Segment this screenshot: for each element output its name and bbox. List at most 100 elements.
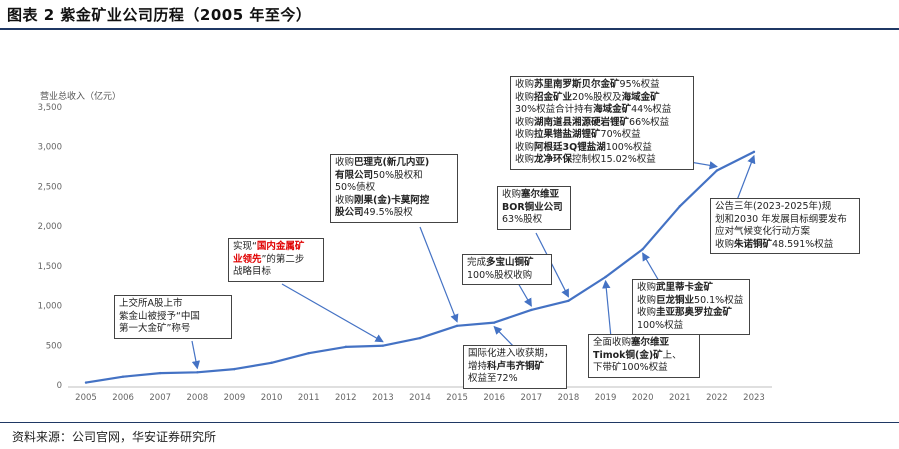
annotation-line: 股公司49.5%股权 — [335, 207, 453, 220]
annotation-text: 收购 — [515, 116, 535, 128]
annotation-line: 公告三年(2023-2025年)规 — [715, 201, 855, 214]
annotation-2013: 实现“国内金属矿 业领先”的第二步 战略目标 — [228, 238, 324, 282]
data-point — [270, 361, 273, 364]
data-point — [344, 345, 347, 349]
annotation-text: 紫金山被授予“中国 — [119, 310, 200, 322]
annotation-line: 权益至72% — [468, 373, 562, 386]
x-tick-label: 2015 — [446, 393, 468, 403]
annotation-line: 收购朱诺铜矿48.591%权益 — [715, 239, 855, 252]
annotation-line: 50%债权 — [335, 182, 453, 195]
annotation-text: 收购 — [715, 238, 735, 250]
annotation-text: 招金矿业 — [534, 91, 573, 103]
x-tick-label: 2023 — [743, 393, 765, 403]
annotation-text: 收购 — [502, 189, 522, 200]
title-rule — [0, 28, 899, 30]
annotation-text: 收购 — [637, 294, 657, 306]
annotation-line: 收购苏里南罗斯贝尔金矿95%权益 — [515, 79, 689, 92]
annotation-leader — [281, 283, 384, 343]
x-tick-label: 2007 — [149, 393, 171, 403]
annotation-line: 应对气候变化行动方案 — [715, 226, 855, 239]
annotation-text: 海域金矿 — [621, 91, 660, 103]
annotation-text: 50%股权和 — [373, 169, 423, 181]
annotation-text: 上交所A股上市 — [119, 298, 183, 309]
annotation-line: 收购阿根廷3Q锂盐湖100%权益 — [515, 142, 689, 155]
data-point — [381, 344, 385, 347]
y-tick-label: 0 — [57, 381, 62, 391]
annotation-text: 49.5%股权 — [363, 207, 413, 218]
annotation-line: 紫金山被授予“中国 — [119, 311, 227, 324]
annotation-text: 上、 — [662, 349, 682, 361]
data-point — [84, 381, 88, 384]
x-tick-label: 2010 — [261, 393, 283, 403]
annotation-leader — [191, 340, 201, 370]
data-point — [752, 150, 756, 154]
annotation-text: 收购 — [335, 157, 355, 168]
annotation-text: 巴理克(新几内亚) — [354, 157, 430, 168]
annotation-line: 收购拉果错盐湖锂矿70%权益 — [515, 129, 689, 142]
annotation-line: 收购招金矿业20%股权及海域金矿 — [515, 92, 689, 105]
annotation-line: 战略目标 — [233, 266, 319, 279]
annotation-text: 95%权益 — [619, 79, 660, 90]
annotation-text: 拉果错盐湖锂矿 — [534, 129, 601, 140]
annotation-text: Timok铜(金)矿 — [593, 349, 663, 361]
annotation-leader — [419, 226, 459, 323]
annotation-line: 国际化进入收获期， — [468, 348, 562, 361]
annotation-line: 完成多宝山铜矿 — [467, 257, 547, 270]
annotation-2015: 收购巴理克(新几内亚) 有限公司50%股权和 50%债权 收购刚果(金)卡莫阿控 股公司… — [330, 154, 458, 223]
annotation-text: 圭亚那奥罗拉金矿 — [656, 307, 733, 318]
annotation-text: 巨龙铜业 — [656, 294, 695, 306]
annotation-2018: 收购塞尔维亚 BOR铜业公司 63%股权 — [497, 186, 571, 230]
y-tick-label: 3,500 — [38, 103, 62, 113]
annotation-text: 塞尔维亚 — [631, 337, 670, 348]
annotation-line: 63%股权 — [502, 214, 566, 227]
annotation-text: 66%权益 — [629, 116, 670, 128]
y-tick-label: 1,500 — [38, 262, 62, 272]
annotation-line: 全面收购塞尔维亚 — [593, 337, 695, 350]
annotation-text: 收购 — [515, 154, 535, 165]
x-tick-label: 2005 — [75, 393, 97, 403]
annotation-text: 科卢韦齐铜矿 — [487, 360, 545, 372]
source-note: 资料来源：公司官网，华安证券研究所 — [12, 430, 217, 444]
annotation-line: Timok铜(金)矿上、 — [593, 350, 695, 363]
x-tick-label: 2013 — [372, 393, 394, 403]
annotation-2019: 全面收购塞尔维亚 Timok铜(金)矿上、 下带矿100%权益 — [588, 334, 700, 378]
annotation-2023: 公告三年(2023-2025年)规 划和2030 年发展目标纲要发布 应对气候变化行… — [710, 198, 860, 254]
annotation-line: 收购湖南道县湘源硬岩锂矿66%权益 — [515, 117, 689, 130]
x-tick-label: 2014 — [409, 393, 431, 403]
y-tick-label: 2,500 — [38, 182, 62, 192]
annotation-line: 收购塞尔维亚 — [502, 189, 566, 202]
annotation-line: 增持科卢韦齐铜矿 — [468, 361, 562, 374]
annotation-2016: 国际化进入收获期， 增持科卢韦齐铜矿 权益至72% — [463, 345, 567, 389]
annotation-text: 48.591%权益 — [772, 238, 834, 250]
x-tick-label: 2016 — [483, 393, 505, 403]
x-tick-label: 2022 — [706, 393, 728, 403]
annotation-text: 20%股权及 — [572, 91, 622, 103]
annotation-text: ”的第二步 — [261, 253, 305, 265]
annotation-text: 业领先 — [233, 253, 262, 265]
annotation-text: 100%权益 — [637, 319, 684, 331]
annotation-text: 100%股权收购 — [467, 269, 533, 281]
annotation-text: 下带矿100%权益 — [593, 362, 668, 373]
annotation-text: 50.1%权益 — [694, 294, 744, 306]
annotation-text: 应对气候变化行动方案 — [715, 226, 811, 237]
annotation-leader — [689, 161, 718, 170]
annotation-text: 30%权益合计持有 — [515, 104, 594, 115]
annotation-text: 完成 — [467, 257, 487, 268]
annotation-text: 公告三年(2023-2025年)规 — [715, 201, 832, 212]
annotation-text: 100%权益 — [605, 141, 652, 153]
x-tick-label: 2018 — [558, 393, 580, 403]
annotation-line: 实现“国内金属矿 — [233, 241, 319, 254]
annotation-text: 龙净环保 — [534, 154, 573, 165]
annotation-2017: 完成多宝山铜矿 100%股权收购 — [462, 254, 552, 285]
annotation-text: 苏里南罗斯贝尔金矿 — [534, 79, 620, 90]
y-tick-label: 2,000 — [38, 222, 62, 232]
annotation-line: 收购武里蒂卡金矿 — [637, 282, 745, 295]
annotation-leader — [535, 232, 569, 298]
annotation-line: 收购巨龙铜业50.1%权益 — [637, 295, 745, 308]
annotation-text: 收购 — [637, 282, 657, 293]
annotation-text: 70%权益 — [600, 129, 641, 140]
annotation-line: 有限公司50%股权和 — [335, 170, 453, 183]
annotation-text: BOR铜业公司 — [502, 201, 563, 213]
annotation-line: 30%权益合计持有海域金矿44%权益 — [515, 104, 689, 117]
y-tick-label: 500 — [46, 341, 62, 351]
